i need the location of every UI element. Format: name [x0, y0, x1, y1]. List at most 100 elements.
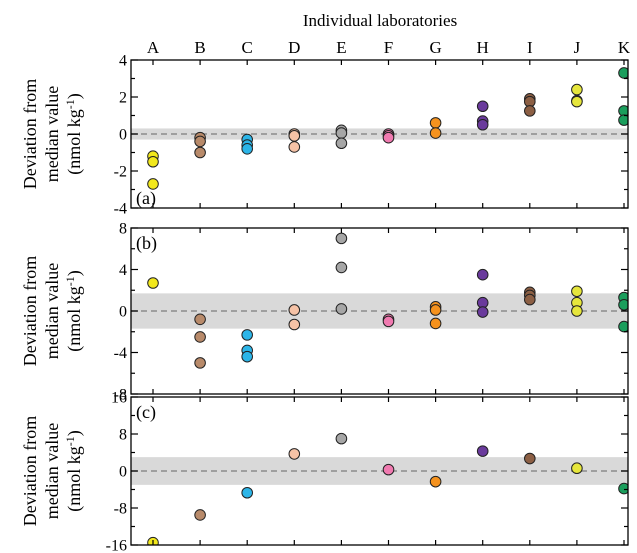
point-D-1	[288, 304, 301, 316]
point-B-1	[194, 313, 206, 326]
point-A-3	[147, 178, 159, 190]
y-tick-label: -8	[114, 501, 127, 518]
y-tick-label: 16	[111, 390, 127, 407]
category-label-C: C	[242, 38, 253, 57]
y-axis-label-superscript: -1	[63, 276, 77, 286]
category-label-H: H	[477, 38, 489, 57]
point-J-3	[571, 305, 583, 317]
category-label-I: I	[527, 38, 533, 57]
point-K-2	[618, 298, 628, 311]
point-D-2	[288, 130, 301, 142]
y-tick-label: -16	[106, 538, 127, 553]
y-tick-label: 0	[119, 464, 127, 481]
panel-label: (a)	[136, 188, 156, 209]
point-C-1	[241, 329, 253, 341]
panel-label: (c)	[136, 402, 156, 423]
y-axis-label-line-1: Deviation from	[20, 416, 40, 526]
y-tick-label: -2	[114, 164, 127, 181]
point-E-3	[335, 303, 348, 315]
y-tick-label: -4	[114, 201, 127, 218]
point-C-3	[241, 143, 253, 155]
y-axis-label-line-2: median value	[42, 263, 62, 359]
uncertainty-band	[131, 128, 628, 140]
point-C-3	[241, 350, 253, 363]
point-D-2	[288, 318, 301, 331]
point-G-2	[429, 304, 442, 316]
y-axis-label-close: )	[64, 270, 85, 276]
point-J-1	[571, 83, 583, 96]
y-tick-label: 0	[119, 304, 127, 321]
panel-2-plot	[131, 232, 628, 369]
panel-1-plot	[131, 67, 628, 190]
point-G-1	[429, 117, 442, 129]
point-K-1	[618, 482, 628, 495]
panel-label: (b)	[136, 233, 157, 254]
y-tick-label: 4	[119, 262, 127, 279]
y-axis-label-unit: (nmol kg	[64, 109, 85, 175]
point-B-2	[194, 135, 206, 148]
point-H-3	[476, 118, 489, 131]
y-axis-label-line-3: (nmol kg-1)	[63, 270, 85, 352]
y-axis-label-line-3: (nmol kg-1)	[63, 93, 85, 175]
point-K-3	[618, 114, 628, 126]
y-tick-label: 4	[119, 53, 127, 70]
point-F-3	[382, 131, 395, 144]
point-C-1	[241, 486, 253, 499]
y-axis-label-superscript: -1	[63, 436, 77, 446]
point-I-3	[524, 293, 536, 306]
y-axis-label-close: )	[64, 93, 85, 99]
y-axis-label-close: )	[64, 430, 85, 436]
category-label-B: B	[194, 38, 205, 57]
point-J-1	[571, 462, 583, 475]
y-tick-label: -8	[114, 387, 127, 404]
point-B-2	[194, 331, 206, 343]
y-axis-label-line-2: median value	[42, 86, 62, 182]
y-tick-label: 2	[119, 90, 127, 107]
point-B-1	[194, 509, 206, 521]
y-tick-label: -4	[114, 345, 127, 362]
category-label-G: G	[429, 38, 441, 57]
point-F-1	[382, 463, 395, 476]
point-G-1	[429, 475, 442, 488]
point-E-1	[335, 432, 348, 445]
point-E-2	[335, 261, 348, 274]
point-E-1	[335, 232, 348, 245]
point-J-1	[571, 285, 583, 298]
point-E-2	[335, 127, 348, 139]
y-tick-label: 8	[119, 427, 127, 444]
category-label-D: D	[288, 38, 300, 57]
y-axis-label-line-1: Deviation from	[20, 79, 40, 189]
y-axis-label-line-1: Deviation from	[20, 256, 40, 366]
y-axis-label-line-3: (nmol kg-1)	[63, 430, 85, 512]
point-D-3	[288, 141, 301, 153]
point-I-3	[524, 105, 536, 117]
panel-3-plot	[131, 432, 628, 545]
point-J-3	[571, 95, 583, 108]
point-G-2	[429, 127, 442, 139]
category-label-J: J	[574, 38, 581, 57]
category-label-A: A	[147, 38, 160, 57]
point-H-1	[476, 445, 489, 457]
category-label-F: F	[384, 38, 393, 57]
point-H-3	[476, 306, 489, 318]
point-I-1	[524, 452, 536, 465]
y-tick-label: 0	[119, 127, 127, 144]
y-axis-label-unit: (nmol kg	[64, 446, 85, 512]
point-H-1	[476, 100, 489, 113]
point-E-3	[335, 137, 348, 150]
point-B-3	[194, 146, 206, 159]
y-axis-label-unit: (nmol kg	[64, 286, 85, 352]
top-title: Individual laboratories	[303, 11, 457, 30]
point-B-3	[194, 357, 206, 369]
point-G-3	[429, 317, 442, 330]
category-label-K: K	[618, 38, 631, 57]
y-axis-label-line-2: median value	[42, 423, 62, 519]
point-F-2	[382, 315, 395, 328]
point-H-1	[476, 268, 489, 281]
point-A-1	[147, 277, 159, 289]
y-axis-label-superscript: -1	[63, 99, 77, 109]
point-D-1	[288, 448, 301, 460]
point-A-2	[147, 155, 159, 168]
